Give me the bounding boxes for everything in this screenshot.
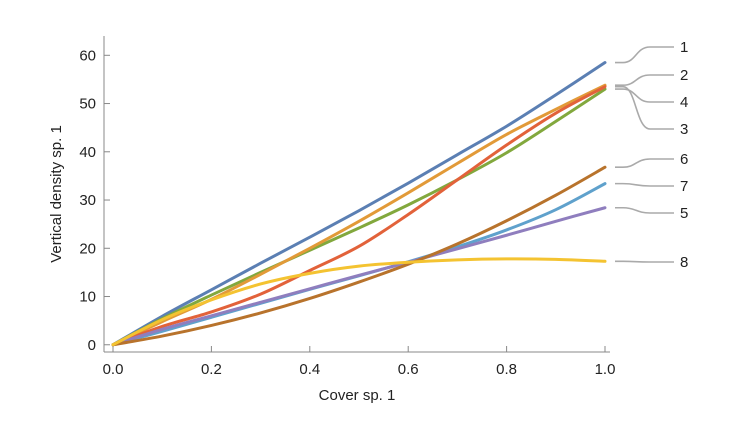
series-label-5: 5: [680, 205, 688, 222]
callout-leader-7: [615, 182, 674, 187]
callout-leader-4: [615, 88, 674, 103]
y-tick-label: 20: [79, 240, 96, 257]
axes: 0 10 20 30 40 50 60 0.0 0.2 0.4 0.6 0.8 1.0 Cover s…: [48, 36, 615, 404]
y-ticks: 0 10 20 30 40 50 60: [79, 47, 110, 354]
y-tick-label: 60: [79, 47, 96, 64]
y-tick-label: 40: [79, 144, 96, 161]
series-label-4: 4: [680, 94, 688, 111]
y-axis-title: Vertical density sp. 1: [48, 125, 65, 263]
x-axis-title: Cover sp. 1: [319, 387, 396, 404]
x-tick-label: 1.0: [595, 361, 616, 378]
callout-leader-5: [615, 206, 674, 214]
y-tick-label: 0: [88, 337, 96, 354]
series-line-4: [111, 87, 607, 347]
series-lines: [111, 61, 607, 347]
x-tick-label: 0.8: [496, 361, 517, 378]
y-tick-label: 50: [79, 96, 96, 113]
series-label-3: 3: [680, 121, 688, 138]
x-tick-label: 0.6: [398, 361, 419, 378]
series-label-7: 7: [680, 178, 688, 195]
series-label-1: 1: [680, 39, 688, 56]
series-line-8: [111, 257, 607, 347]
series-line-1: [111, 61, 607, 347]
callout-leader-3: [615, 85, 674, 130]
series-line-6: [111, 165, 607, 347]
series-label-8: 8: [680, 254, 688, 271]
series-label-6: 6: [680, 151, 688, 168]
x-tick-label: 0.0: [103, 361, 124, 378]
y-tick-label: 30: [79, 192, 96, 209]
series-callouts: 1 2 4 3 6 7 5 8: [615, 39, 688, 271]
x-ticks: 0.0 0.2 0.4 0.6 0.8 1.0: [103, 346, 616, 378]
series-label-2: 2: [680, 67, 688, 84]
callout-leader-1: [615, 46, 674, 64]
callout-leader-8: [615, 260, 674, 263]
callout-leader-6: [615, 158, 674, 169]
y-tick-label: 10: [79, 289, 96, 306]
series-line-5: [111, 206, 607, 347]
series-line-3: [111, 85, 607, 347]
callout-leader-2: [615, 74, 674, 87]
x-tick-label: 0.4: [299, 361, 320, 378]
x-tick-label: 0.2: [201, 361, 222, 378]
